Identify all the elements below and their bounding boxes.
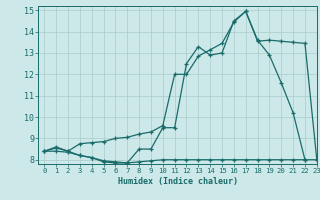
X-axis label: Humidex (Indice chaleur): Humidex (Indice chaleur): [118, 177, 238, 186]
